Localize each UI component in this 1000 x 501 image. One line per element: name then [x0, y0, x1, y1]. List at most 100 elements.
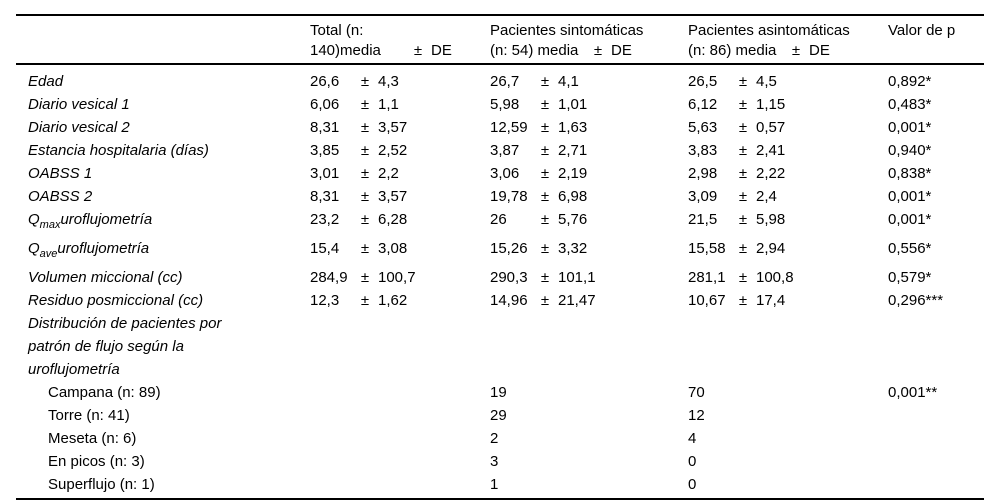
- row-label: Estancia hospitalaria (días): [28, 142, 209, 159]
- row-label: Diario vesical 2: [28, 119, 130, 136]
- plus-minus-sign: ±: [540, 211, 550, 228]
- row-label: Residuo posmiccional (cc): [28, 292, 204, 309]
- plus-minus-sign: ±: [791, 42, 801, 59]
- sd-value: 1,15: [756, 96, 786, 113]
- cell-total: 15,4 ±3,08: [310, 237, 490, 260]
- mean-value: 3,09: [688, 188, 718, 205]
- sd-value: 2,2: [378, 165, 399, 182]
- mean-value: 5,63: [688, 119, 718, 136]
- table-row: Qmaxuroflujometría 23,2 ±6,28 26 ±5,76 21,5 ±5…: [16, 208, 984, 237]
- cell-p-value: 0,892*: [888, 70, 984, 93]
- cell-parameter: Diario vesical 1: [16, 93, 310, 116]
- count-value: 1: [490, 476, 499, 493]
- sd-value: 100,7: [378, 269, 416, 286]
- mean-value: 23,2: [310, 211, 340, 228]
- clinical-stats-table: Total (n: 140)media ± DE Pacientes sintomá…: [16, 14, 984, 500]
- count-value: 2: [490, 430, 499, 447]
- header-total: Total (n: 140)media ± DE: [310, 21, 490, 61]
- plus-minus-sign: ±: [540, 188, 550, 205]
- header-sintomaticas-line2: (n: 54) media ± DE: [490, 41, 688, 61]
- table-row: OABSS 1 3,01 ±2,2 3,06 ±2,19 2,98 ±2,22 0,838*: [16, 162, 984, 185]
- table-row: Campana (n: 89) 19 70 0,001**: [16, 381, 984, 404]
- header-asintomaticas-line1: Pacientes asintomáticas: [688, 22, 850, 39]
- cell-parameter: Distribución de pacientes por patrón de …: [16, 312, 310, 381]
- row-label-rest: uroflujometría: [60, 211, 153, 228]
- cell-p-value: 0,579*: [888, 266, 984, 289]
- mean-value: 8,31: [310, 119, 340, 136]
- header-p-value: Valor de p: [888, 21, 984, 41]
- sd-value: 3,57: [378, 119, 408, 136]
- table-row: Edad 26,6 ±4,3 26,7 ±4,1 26,5 ±4,5 0,892*: [16, 70, 984, 93]
- mean-value: 3,01: [310, 165, 340, 182]
- plus-minus-sign: ±: [593, 42, 603, 59]
- sd-value: 2,4: [756, 188, 777, 205]
- plus-minus-sign: ±: [540, 240, 550, 257]
- cell-p-value: 0,001*: [888, 116, 984, 139]
- table-row: Qaveuroflujometría 15,4 ±3,08 15,26 ±3,32 15,…: [16, 237, 984, 266]
- row-label-base: Q: [28, 240, 40, 257]
- cell-parameter: Diario vesical 2: [16, 116, 310, 139]
- table-header: Total (n: 140)media ± DE Pacientes sintomá…: [16, 16, 984, 63]
- mean-value: 21,5: [688, 211, 718, 228]
- sd-value: 5,98: [756, 211, 786, 228]
- cell-asintomaticas: 0: [688, 450, 888, 473]
- mean-value: 15,26: [490, 240, 528, 257]
- row-label: OABSS 1: [28, 165, 93, 182]
- cell-parameter: Volumen miccional (cc): [16, 266, 310, 289]
- cell-p-value: 0,556*: [888, 237, 984, 260]
- mean-value: 8,31: [310, 188, 340, 205]
- plus-minus-sign: ±: [360, 292, 370, 309]
- table-row: Diario vesical 1 6,06 ±1,1 5,98 ±1,01 6,12 ±1,…: [16, 93, 984, 116]
- sd-value: 3,08: [378, 240, 408, 257]
- cell-parameter: Qaveuroflujometría: [16, 237, 310, 266]
- plus-minus-sign: ±: [360, 73, 370, 90]
- plus-minus-sign: ±: [360, 240, 370, 257]
- plus-minus-sign: ±: [738, 165, 748, 182]
- header-total-line2: 140)media ± DE: [310, 41, 490, 61]
- p-value: 0,483*: [888, 96, 932, 113]
- sd-value: 2,19: [558, 165, 588, 182]
- row-label: Volumen miccional (cc): [28, 269, 183, 286]
- plus-minus-sign: ±: [738, 269, 748, 286]
- cell-asintomaticas: 281,1 ±100,8: [688, 266, 888, 289]
- mean-value: 26,5: [688, 73, 718, 90]
- cell-sintomaticas: 1: [490, 473, 688, 496]
- header-rule: [16, 63, 984, 65]
- cell-total: 8,31 ±3,57: [310, 116, 490, 139]
- mean-value: 6,12: [688, 96, 718, 113]
- table-body: Edad 26,6 ±4,3 26,7 ±4,1 26,5 ±4,5 0,892* Diario…: [16, 65, 984, 498]
- cell-asintomaticas: 15,58 ±2,94: [688, 237, 888, 260]
- row-label: Diario vesical 1: [28, 96, 130, 113]
- plus-minus-sign: ±: [360, 142, 370, 159]
- sd-value: 5,76: [558, 211, 588, 228]
- mean-value: 15,58: [688, 240, 726, 257]
- cell-p-value: 0,940*: [888, 139, 984, 162]
- plus-minus-sign: ±: [540, 142, 550, 159]
- table-row: Residuo posmiccional (cc) 12,3 ±1,62 14,96 ±…: [16, 289, 984, 312]
- cell-sintomaticas: 3,87 ±2,71: [490, 139, 688, 162]
- sd-value: 1,01: [558, 96, 588, 113]
- cell-parameter: Estancia hospitalaria (días): [16, 139, 310, 162]
- table-row: Torre (n: 41) 29 12: [16, 404, 984, 427]
- sd-value: 4,5: [756, 73, 777, 90]
- plus-minus-sign: ±: [738, 73, 748, 90]
- mean-value: 12,59: [490, 119, 528, 136]
- cell-parameter: Meseta (n: 6): [16, 427, 310, 450]
- cell-sintomaticas: 14,96 ±21,47: [490, 289, 688, 312]
- table-row: Diario vesical 2 8,31 ±3,57 12,59 ±1,63 5,63 ±…: [16, 116, 984, 139]
- table-row: Superflujo (n: 1) 1 0: [16, 473, 984, 496]
- plus-minus-sign: ±: [360, 188, 370, 205]
- plus-minus-sign: ±: [540, 269, 550, 286]
- sd-value: 6,98: [558, 188, 588, 205]
- mean-value: 281,1: [688, 269, 726, 286]
- mean-value: 26: [490, 211, 507, 228]
- table-row: Meseta (n: 6) 2 4: [16, 427, 984, 450]
- mean-value: 19,78: [490, 188, 528, 205]
- row-label: Edad: [28, 73, 64, 90]
- cell-asintomaticas: 6,12 ±1,15: [688, 93, 888, 116]
- p-value: 0,296***: [888, 292, 944, 309]
- cell-asintomaticas: 10,67 ±17,4: [688, 289, 888, 312]
- cell-sintomaticas: 26 ±5,76: [490, 208, 688, 231]
- sd-value: 1,62: [378, 292, 408, 309]
- cell-parameter: Qmaxuroflujometría: [16, 208, 310, 237]
